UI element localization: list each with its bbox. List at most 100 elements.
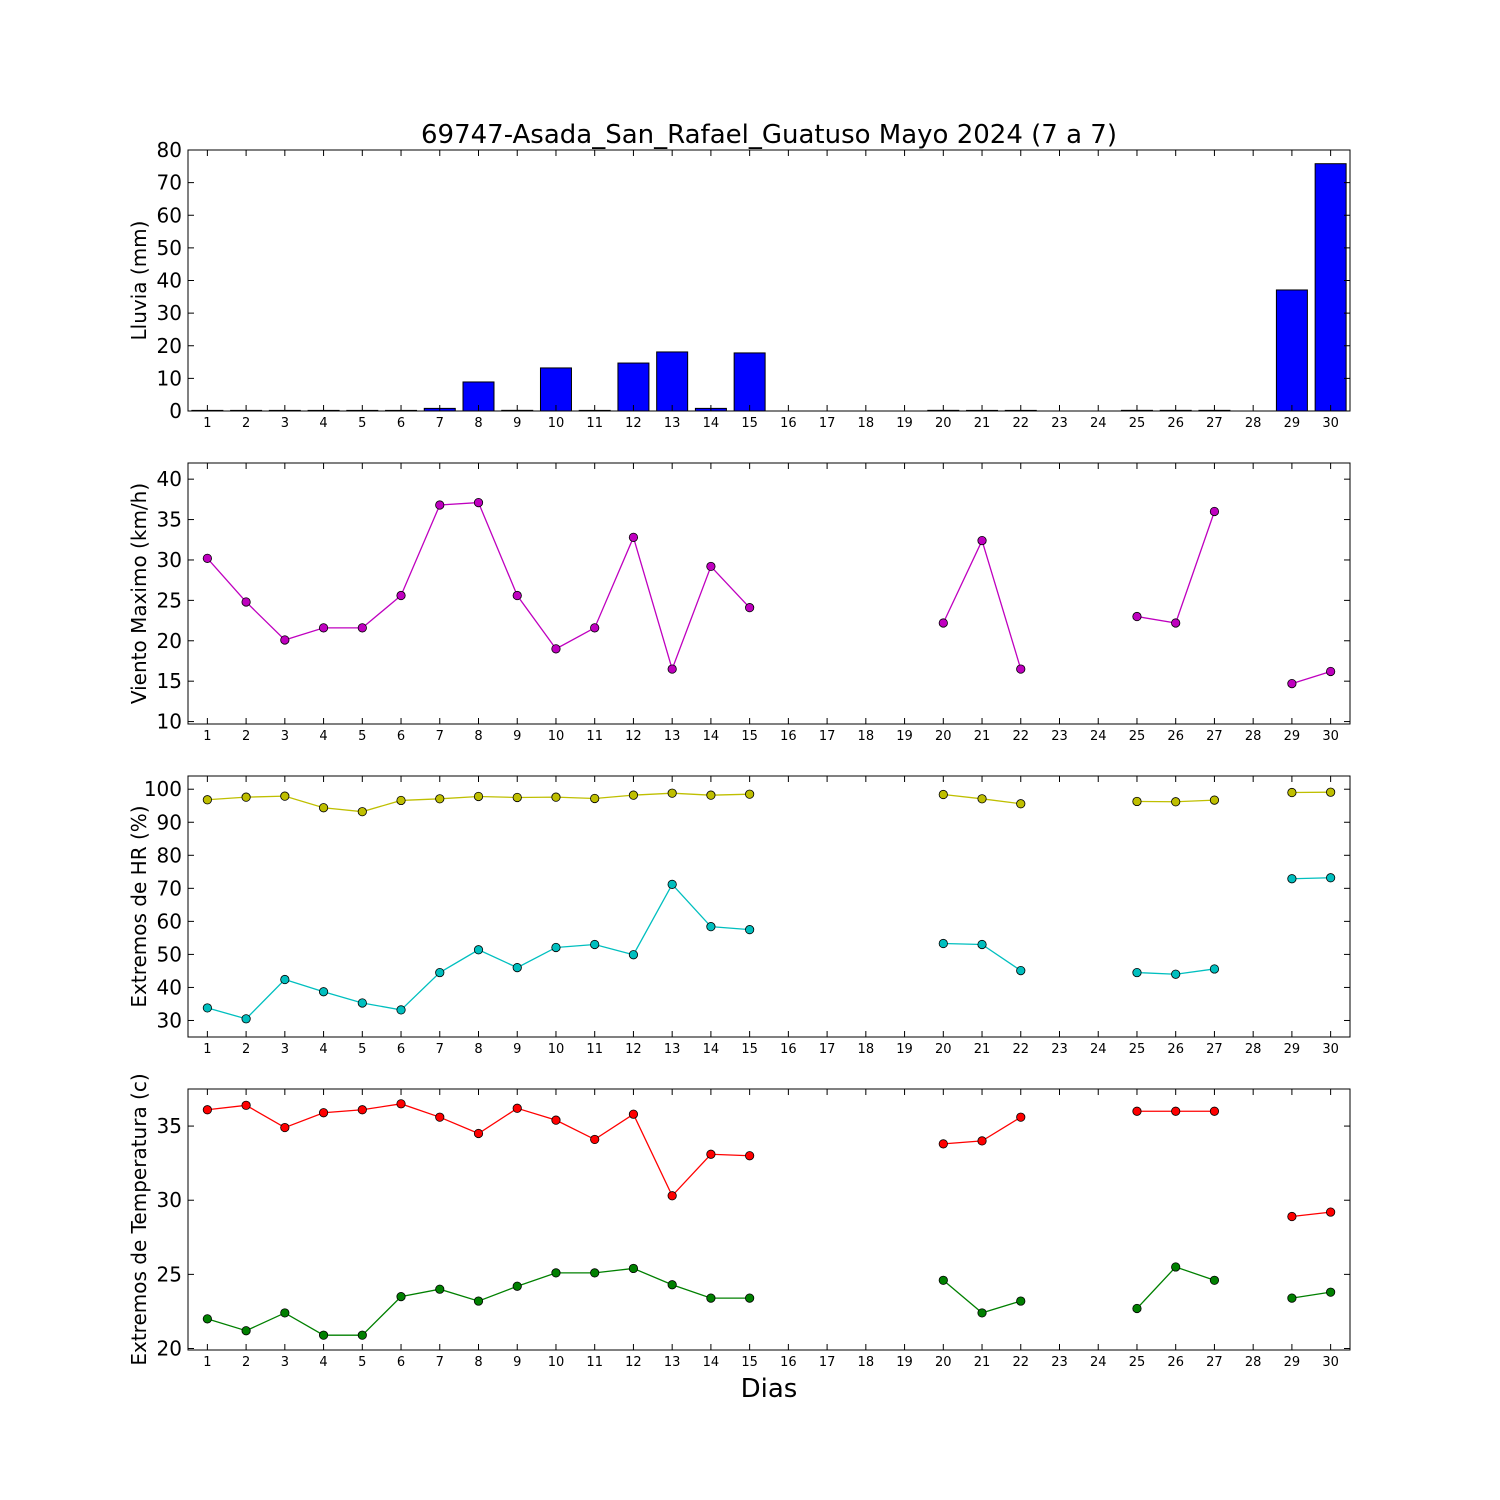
- x-tick-label: 13: [664, 1042, 681, 1057]
- x-tick-label: 14: [703, 729, 720, 744]
- axes-frame: [187, 1088, 1351, 1351]
- series-1-point-day-3: [280, 791, 290, 801]
- x-tick-label: 13: [664, 729, 681, 744]
- x-tick-label: 15: [741, 1042, 758, 1057]
- y-tick-label: 90: [157, 810, 182, 834]
- series-1-point-day-14: [706, 561, 716, 572]
- x-tick-label: 18: [858, 1355, 875, 1370]
- x-tick-label: 28: [1245, 729, 1262, 744]
- y-tick-label: 70: [157, 171, 182, 195]
- series-1-point-day-14: [706, 790, 716, 800]
- x-tick-label: 23: [1051, 729, 1068, 744]
- x-tick-label: 5: [358, 729, 366, 744]
- series-1-point-day-12: [628, 532, 639, 542]
- series-2-point-day-30: [1326, 873, 1336, 883]
- x-tick-label: 19: [896, 416, 913, 431]
- x-tick-label: 26: [1167, 729, 1184, 744]
- y-tick-label: 30: [157, 1008, 182, 1032]
- series-1-point-day-1: [202, 553, 212, 563]
- series-2-point-day-25: [1132, 1303, 1142, 1314]
- series-1-point-day-9: [512, 590, 522, 601]
- y-tick-label: 25: [157, 588, 182, 612]
- series-1-point-day-2: [241, 597, 251, 607]
- x-tick-label: 23: [1051, 1355, 1068, 1370]
- series-1-point-day-27: [1209, 1106, 1220, 1116]
- series-1-point-day-26: [1171, 618, 1181, 628]
- series-2-point-day-6: [396, 1292, 406, 1302]
- bar-day-12: [617, 362, 650, 412]
- x-tick-label: 7: [436, 1042, 444, 1057]
- y-tick-label: 60: [157, 203, 182, 227]
- y-tick-label: 15: [157, 669, 182, 693]
- x-tick-label: 14: [703, 1355, 720, 1370]
- y-tick-label: 50: [157, 236, 182, 260]
- chart-panel-3: 1 2 3 4 5 6 7 8 9 10 11 12 13 14 15 16 17 18 19 20 21 22 23 24 2…: [127, 775, 1351, 1057]
- x-tick-label: 3: [281, 729, 289, 744]
- series-1-point-day-9: [512, 792, 522, 803]
- series-1-point-day-13: [667, 664, 677, 674]
- x-tick-label: 20: [935, 416, 952, 431]
- series-1-point-day-22: [1016, 799, 1026, 809]
- series-2-point-day-8: [473, 1296, 484, 1306]
- x-tick-label: 28: [1245, 1355, 1262, 1370]
- series-2-point-day-26: [1171, 1262, 1181, 1272]
- x-tick-label: 25: [1129, 416, 1146, 431]
- series-1-point-day-8: [473, 791, 484, 802]
- bar-day-15: [733, 352, 766, 412]
- series-2-point-day-3: [280, 1308, 290, 1318]
- x-tick-label: 20: [935, 1042, 952, 1057]
- chart-title: 69747-Asada_San_Rafael_Guatuso Mayo 2024…: [421, 120, 1117, 150]
- x-tick-label: 7: [436, 416, 444, 431]
- series-2-point-day-6: [396, 1005, 406, 1015]
- x-tick-label: 8: [474, 1355, 482, 1370]
- series-1-point-day-7: [435, 794, 445, 804]
- x-tick-label: 16: [780, 1355, 797, 1370]
- x-tick-label: 10: [548, 416, 565, 431]
- series-1-point-day-30: [1326, 666, 1336, 677]
- x-tick-label: 1: [203, 416, 211, 431]
- series-1-point-day-6: [396, 1099, 406, 1109]
- series-2-point-day-11: [590, 1268, 600, 1278]
- x-tick-label: 21: [974, 1042, 991, 1057]
- bar-day-13: [656, 351, 689, 412]
- y-tick-label: 30: [157, 301, 182, 325]
- x-tick-label: 28: [1245, 1042, 1262, 1057]
- x-tick-label: 20: [935, 1355, 952, 1370]
- x-tick-label: 14: [703, 416, 720, 431]
- axes-frame: [187, 462, 1351, 725]
- x-tick-label: 12: [625, 729, 642, 744]
- series-2-point-day-3: [280, 974, 290, 985]
- series-1-line: [1291, 670, 1331, 685]
- y-axis-label: Lluvia (mm): [127, 221, 151, 341]
- x-tick-label: 20: [935, 729, 952, 744]
- x-tick-label: 4: [319, 729, 327, 744]
- series-1-point-day-22: [1016, 664, 1026, 674]
- series-2-point-day-7: [435, 1284, 445, 1294]
- y-tick-label: 80: [157, 138, 182, 162]
- series-1-point-day-22: [1016, 1112, 1026, 1122]
- x-tick-label: 19: [896, 1042, 913, 1057]
- x-tick-label: 27: [1206, 416, 1223, 431]
- series-1-point-day-4: [318, 623, 329, 633]
- x-tick-label: 11: [586, 1355, 603, 1370]
- x-tick-label: 7: [436, 729, 444, 744]
- x-tick-label: 15: [741, 416, 758, 431]
- x-tick-label: 29: [1284, 416, 1301, 431]
- x-tick-label: 13: [664, 416, 681, 431]
- x-tick-label: 9: [513, 1355, 521, 1370]
- series-2-point-day-15: [745, 1293, 755, 1303]
- series-1-point-day-21: [977, 535, 987, 546]
- series-1-point-day-14: [706, 1149, 716, 1159]
- x-tick-label: 21: [974, 1355, 991, 1370]
- series-1-point-day-20: [938, 789, 948, 800]
- x-tick-label: 22: [1012, 729, 1029, 744]
- x-tick-label: 22: [1012, 1355, 1029, 1370]
- x-tick-label: 26: [1167, 1042, 1184, 1057]
- x-axis-label: Dias: [741, 1374, 798, 1404]
- series-1-point-day-4: [318, 1108, 329, 1118]
- series-2-point-day-27: [1209, 964, 1220, 974]
- series-1-point-day-1: [202, 1105, 212, 1115]
- y-tick-label: 35: [157, 508, 182, 532]
